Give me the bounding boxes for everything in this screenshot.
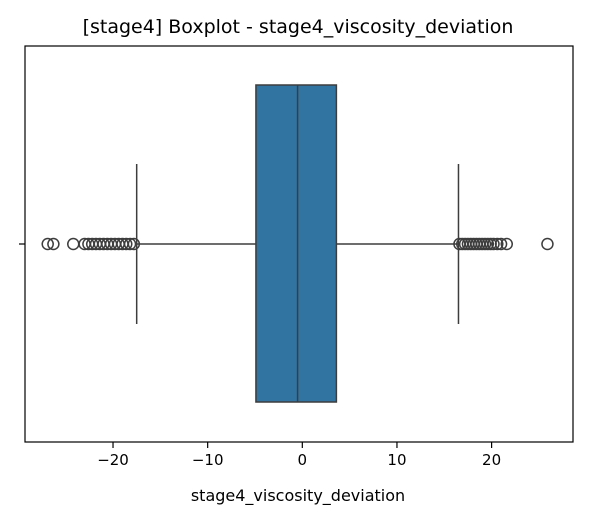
- box-group: [135, 84, 460, 403]
- chart-title: [stage4] Boxplot - stage4_viscosity_devi…: [83, 16, 514, 38]
- outlier-point: [491, 237, 504, 251]
- outlier-point: [47, 237, 60, 251]
- x-tick-label: 20: [482, 451, 501, 469]
- outlier-point: [41, 237, 54, 251]
- outlier-point: [123, 237, 137, 251]
- outlier-group: [41, 237, 554, 251]
- x-axis-label: stage4_viscosity_deviation: [191, 486, 405, 506]
- outlier-point: [541, 237, 554, 251]
- interquartile-box: [255, 84, 338, 403]
- x-tick-label: 10: [387, 451, 406, 469]
- x-tick-label: −10: [192, 451, 224, 469]
- outlier-point: [120, 237, 133, 251]
- x-tick-label: 0: [298, 451, 308, 469]
- outlier-point: [127, 237, 141, 251]
- outlier-point: [67, 237, 80, 251]
- outlier-point: [494, 237, 508, 251]
- outlier-point: [500, 237, 513, 251]
- x-tick-label: −20: [97, 451, 129, 469]
- x-axis-ticks: −20 −10 0 10 20: [97, 442, 501, 469]
- outlier-point: [487, 237, 500, 251]
